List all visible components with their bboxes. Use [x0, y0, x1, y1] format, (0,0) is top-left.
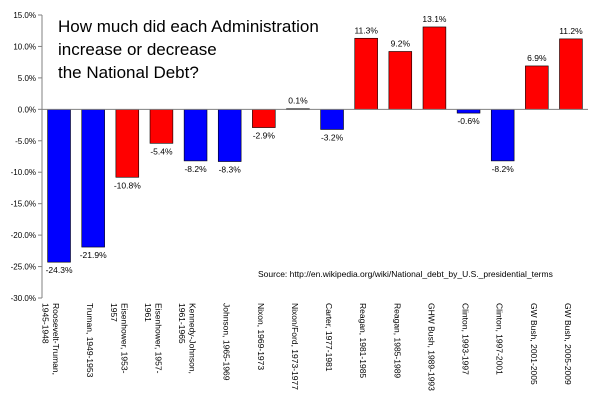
- x-tick-label: Carter, 1977-1981: [324, 303, 334, 372]
- title-line-3: the National Debt?: [58, 63, 199, 82]
- data-label: 9.2%: [391, 38, 411, 48]
- bar: [183, 109, 208, 162]
- bar: [354, 37, 378, 110]
- y-tick-label: -30.0%: [11, 294, 36, 303]
- data-label: -8.2%: [492, 164, 515, 174]
- data-label: 0.1%: [288, 96, 308, 106]
- x-tick-label: Truman, 1949-1953: [85, 303, 95, 378]
- data-label: -24.3%: [46, 265, 73, 275]
- bar: [320, 109, 344, 130]
- bar: [149, 109, 174, 144]
- title-line-2: increase or decrease: [58, 40, 217, 59]
- x-tick-label: Eisenhower, 1953-1957: [109, 303, 130, 374]
- data-label: 6.9%: [527, 53, 547, 63]
- title-line-1: How much did each Administration: [58, 17, 319, 36]
- data-label: -8.2%: [184, 164, 207, 174]
- y-tick-label: 5.0%: [18, 74, 36, 83]
- bar: [217, 109, 242, 162]
- data-label: 13.1%: [422, 14, 447, 24]
- x-tick-label: Clinton, 1997-2001: [495, 303, 505, 375]
- x-tick-label: Reagan, 1981-1985: [358, 303, 368, 378]
- bar: [388, 51, 413, 110]
- x-tick-label: GW Bush, 2005-2009: [563, 303, 573, 385]
- data-label: 11.2%: [559, 26, 583, 36]
- y-tick-label: -25.0%: [11, 263, 36, 272]
- bar: [47, 109, 71, 263]
- x-tick-label: Nixon/Ford, 1973-1977: [290, 303, 300, 390]
- bar: [490, 109, 515, 162]
- y-tick-label: 15.0%: [13, 11, 36, 20]
- bar: [525, 65, 549, 110]
- data-label: -10.8%: [114, 180, 141, 190]
- x-tick-label: Roosevelt-Truman,1945-1948: [41, 303, 62, 375]
- x-tick-label: GHW Bush, 1989-1993: [426, 303, 436, 391]
- data-label: -8.3%: [219, 165, 242, 175]
- bar: [81, 109, 105, 248]
- bar: [559, 38, 583, 110]
- data-label: -21.9%: [80, 250, 107, 260]
- bar: [252, 109, 276, 128]
- y-axis: 15.0% 10.0% 5.0% 0.0% -5.0% -10.0% -15.0% -20.0…: [11, 11, 43, 303]
- x-tick-label: Clinton, 1993-1997: [461, 303, 471, 375]
- x-tick-label: Reagan, 1985-1989: [392, 303, 402, 378]
- bars: [47, 26, 583, 263]
- bar: [456, 109, 481, 114]
- bar: [422, 26, 447, 110]
- y-tick-label: -20.0%: [11, 231, 36, 240]
- x-tick-label: Nixon, 1969-1973: [256, 303, 266, 370]
- chart-title: How much did each Administration increas…: [58, 17, 319, 82]
- y-tick-label: 0.0%: [18, 105, 36, 114]
- y-tick-label: -15.0%: [11, 200, 36, 209]
- data-label: -2.9%: [253, 131, 276, 141]
- y-tick-label: -5.0%: [15, 137, 36, 146]
- data-label: -3.2%: [321, 132, 344, 142]
- y-tick-label: 10.0%: [13, 42, 36, 51]
- source-note: Source: http://en.wikipedia.org/wiki/Nat…: [258, 269, 553, 279]
- bar: [115, 109, 140, 178]
- data-label: -5.4%: [150, 146, 173, 156]
- x-tick-label: Johnson, 1965-1969: [222, 303, 232, 381]
- value-labels: -24.3% -21.9% -10.8% -5.4% -8.2% -8.3% -2.9% 0.…: [46, 14, 584, 275]
- x-tick-label: Kennedy-Johnson,1961-1965: [177, 303, 198, 374]
- data-label: -0.6%: [457, 116, 480, 126]
- x-tick-label: GW Bush, 2001-2005: [529, 303, 539, 385]
- x-tick-label: Eisenhower, 1957-1961: [143, 303, 164, 374]
- data-label: 11.3%: [354, 25, 378, 35]
- x-axis-labels: Roosevelt-Truman,1945-1948 Truman, 1949-1…: [41, 303, 573, 391]
- y-tick-label: -10.0%: [11, 168, 36, 177]
